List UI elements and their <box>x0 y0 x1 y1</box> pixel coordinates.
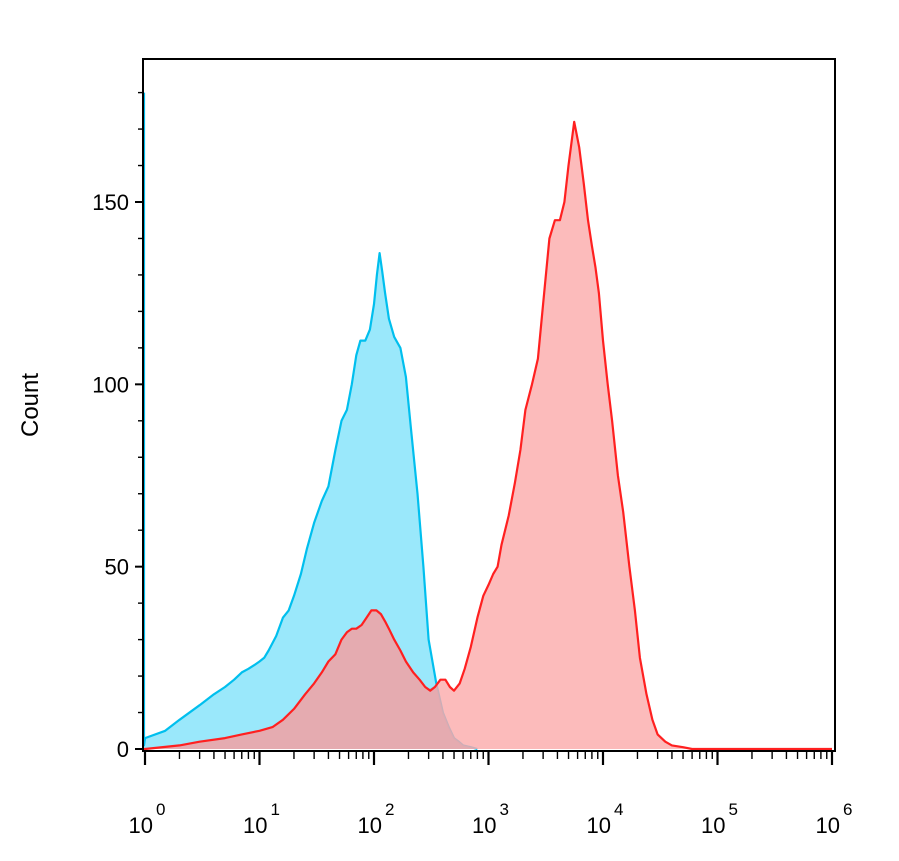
y-tick-label: 150 <box>92 190 129 215</box>
y-axis: 0 50 100 150 <box>92 91 143 762</box>
x-tick-label: 102 <box>358 800 395 838</box>
x-tick-label: 105 <box>701 800 738 838</box>
series-blue-area-line <box>142 92 478 751</box>
y-tick-label: 50 <box>105 555 129 580</box>
x-tick-label: 100 <box>129 800 166 838</box>
y-axis-label: Count <box>17 373 44 437</box>
x-tick-label: 104 <box>587 800 624 838</box>
x-tick-label: 103 <box>472 800 509 838</box>
y-tick-label: 100 <box>92 372 129 397</box>
x-tick-label: 101 <box>243 800 280 838</box>
x-axis: 100 101 102 103 104 105 106 <box>129 751 853 838</box>
y-tick-label: 0 <box>117 737 129 762</box>
x-tick-label: 106 <box>816 800 853 838</box>
series-layer <box>142 92 832 751</box>
series-red-area-fill <box>144 121 832 750</box>
series-red-area-line <box>143 120 832 751</box>
series-blue-area-fill <box>144 92 478 750</box>
